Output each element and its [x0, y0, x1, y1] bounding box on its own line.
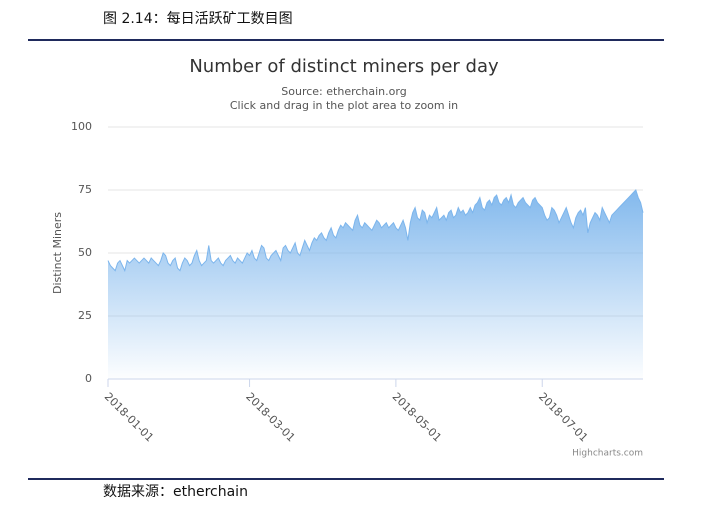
chart-title: Number of distinct miners per day	[189, 56, 499, 77]
y-tick-label: 100	[71, 120, 92, 133]
x-tick-label: 2018-07-01	[536, 390, 590, 444]
y-tick-label: 25	[78, 309, 92, 322]
x-tick-label: 2018-03-01	[243, 390, 297, 444]
area	[108, 190, 643, 379]
line	[107, 189, 644, 273]
chart-subtitle: Source: etherchain.org	[281, 85, 406, 98]
x-tick-label: 2018-05-01	[390, 390, 444, 444]
y-axis-label: Distinct Miners	[51, 212, 64, 294]
credits: Highcharts.com	[572, 449, 643, 459]
y-tick-label: 75	[78, 183, 92, 196]
x-tick-label: 2018-01-01	[102, 390, 156, 444]
chart-subtitle: Click and drag in the plot area to zoom …	[230, 99, 458, 112]
y-tick-label: 0	[85, 372, 92, 385]
y-tick-label: 50	[78, 246, 92, 259]
figure-caption: 图 2.14：每日活跃矿工数目图	[103, 11, 293, 27]
source-note: 数据来源：etherchain	[103, 484, 248, 500]
